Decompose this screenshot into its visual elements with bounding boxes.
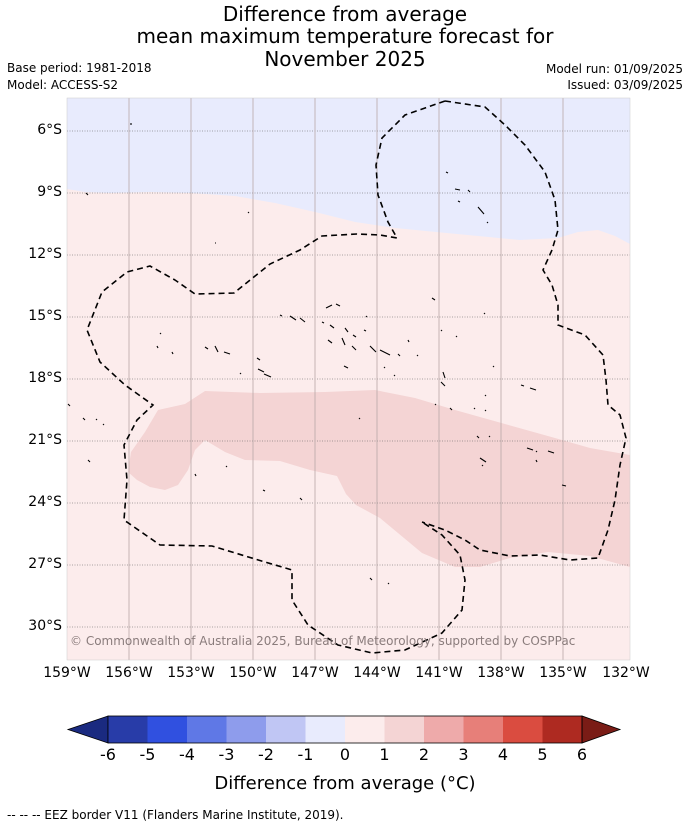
colorbar-segment [187,716,227,743]
colorbar-tick-label: 2 [418,745,430,764]
colorbar-low-extend [66,715,109,744]
lat-label: 9°S [37,184,62,200]
copyright-notice: © Commonwealth of Australia 2025, Bureau… [70,634,576,648]
lat-label: 27°S [28,556,62,572]
colorbar-tick-label: -2 [258,745,274,764]
lon-label: 138°W [477,665,525,681]
colorbar-high-extend [581,715,622,744]
colorbar-tick-label: 0 [339,745,351,764]
colorbar-tick-label: -3 [218,745,235,764]
colorbar-segment [345,716,385,743]
colorbar-tick-label: -5 [139,745,156,764]
lat-label: 6°S [37,122,62,138]
colorbar-tick-label: 5 [537,745,548,764]
lon-label: 156°W [105,665,153,681]
islands [67,123,567,585]
colorbar-segment [542,716,582,743]
colorbar-segment [424,716,464,743]
colorbar-segment [463,716,503,743]
colorbar-segment [226,716,266,743]
colorbar-tick-label: 4 [497,745,509,764]
issued-date: Issued: 03/09/2025 [567,78,683,92]
colorbar-segment [108,716,148,743]
colorbar-segment [305,716,345,743]
colorbar-tick-label: -6 [100,745,116,764]
colorbar-tick-label: 3 [458,745,469,764]
lat-label: 24°S [28,494,62,510]
eez-legend-note: -- -- -- EEZ border V11 (Flanders Marine… [7,808,344,822]
model-name: Model: ACCESS-S2 [7,78,119,92]
lon-label: 141°W [415,665,463,681]
lon-label: 147°W [291,665,339,681]
lat-label: 12°S [28,246,62,262]
region-north-band [67,98,630,244]
lon-label: 132°W [602,665,650,681]
title-line-3: November 2025 [264,47,426,71]
colorbar-segment [147,716,187,743]
colorbar-tick-label: -1 [297,745,314,764]
colorbar-segment [384,716,424,743]
lat-label: 18°S [28,370,62,386]
title-line-2: mean maximum temperature forecast for [136,24,554,48]
meridian-lines [128,98,564,660]
eez-border [86,100,627,654]
colorbar-segment [503,716,543,743]
colorbar-tick-label: 6 [576,745,588,764]
lat-label: 21°S [28,432,62,448]
lon-label: 135°W [539,665,587,681]
lon-label: 153°W [167,665,215,681]
lon-label: 150°W [229,665,277,681]
base-period: Base period: 1981-2018 [7,61,152,75]
title-line-1: Difference from average [222,2,468,26]
model-run-date: Model run: 01/09/2025 [545,62,683,76]
colorbar-segment [266,716,306,743]
map-frame [66,97,631,661]
colorbar-outline [107,715,583,744]
colorbar [66,715,622,744]
colorbar-tick-label: -4 [179,745,195,764]
lat-label: 30°S [28,618,62,634]
lon-label: 144°W [353,665,401,681]
region-central-band [128,390,630,567]
lon-label: 159°W [43,665,91,681]
colorbar-title: Difference from average (°C) [214,773,476,794]
colorbar-tick-label: 1 [379,745,390,764]
lat-label: 15°S [28,308,62,324]
